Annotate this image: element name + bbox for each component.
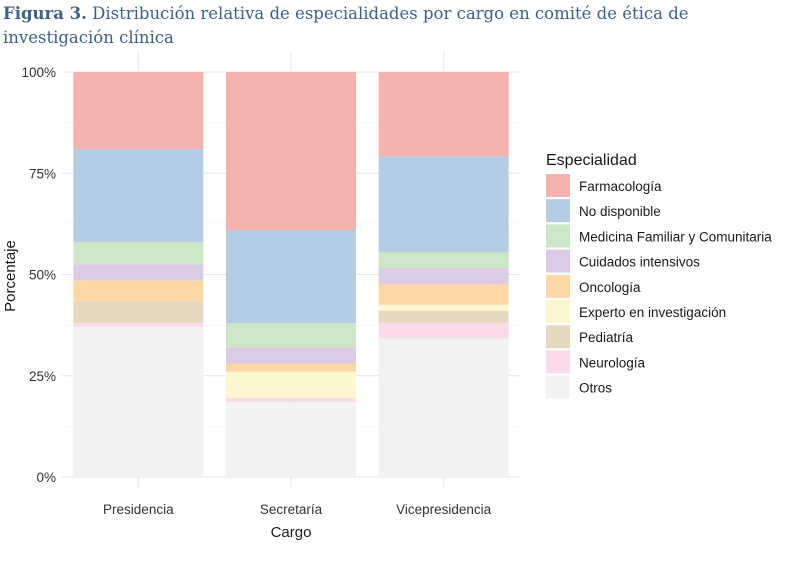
bar-segment-farmacologia xyxy=(226,72,356,230)
bar-segment-no-disponible xyxy=(378,156,509,253)
bar-segment-experto-en-investigacion xyxy=(378,304,509,311)
bar-segment-medicina-familiar-y-comunitaria xyxy=(73,242,204,265)
bar-segment-oncologia xyxy=(378,284,509,305)
bar-segment-cuidados-intensivos xyxy=(378,268,509,285)
legend-label: Farmacología xyxy=(579,179,662,194)
bar-segment-oncologia xyxy=(73,280,204,301)
bar-segment-cuidados-intensivos xyxy=(73,264,204,281)
bar-segment-oncologia xyxy=(226,363,356,372)
bar-segment-no-disponible xyxy=(226,229,356,324)
legend-swatch xyxy=(546,375,570,399)
bar-segment-neurologia xyxy=(226,398,356,403)
bar-segment-farmacologia xyxy=(378,72,509,157)
legend-swatch xyxy=(546,325,570,349)
bar-segment-pediatria xyxy=(378,310,509,323)
legend-label: Experto en investigación xyxy=(579,305,726,320)
bar-segment-neurologia xyxy=(378,322,509,339)
bar-segment-farmacologia xyxy=(73,72,204,149)
y-tick-label: 100% xyxy=(21,65,56,80)
x-axis-title: Cargo xyxy=(271,524,312,541)
bar-segment-otros xyxy=(378,338,509,477)
bar-segment-medicina-familiar-y-comunitaria xyxy=(378,252,509,269)
figure-caption: Figura 3. Distribución relativa de espec… xyxy=(3,2,788,50)
bar-segment-cuidados-intensivos xyxy=(226,347,356,364)
y-tick-label: 0% xyxy=(36,470,56,485)
legend-label: Pediatría xyxy=(579,330,634,345)
legend-title: Especialidad xyxy=(546,152,637,169)
y-tick-label: 50% xyxy=(29,268,56,283)
legend-swatch xyxy=(546,224,570,248)
legend-swatch xyxy=(546,174,570,197)
legend-swatch xyxy=(546,249,570,273)
x-axis: Presidencia Secretaría Vicepresidencia xyxy=(103,502,492,517)
legend-label: Otros xyxy=(579,381,612,396)
legend-swatch xyxy=(546,199,570,223)
x-tick-label: Presidencia xyxy=(103,502,174,517)
legend-swatch xyxy=(546,274,570,298)
y-axis: 0% 25% 50% 75% 100% xyxy=(21,65,56,485)
x-tick-label: Secretaría xyxy=(260,502,323,517)
x-tick-label: Vicepresidencia xyxy=(396,502,492,517)
legend-label: Medicina Familiar y Comunitaria xyxy=(579,229,772,244)
legend-label: No disponible xyxy=(579,204,661,219)
bar-segment-no-disponible xyxy=(73,148,204,243)
y-tick-label: 25% xyxy=(29,369,56,384)
bar-segment-otros xyxy=(226,402,356,477)
legend-label: Oncología xyxy=(579,280,641,295)
bar-segment-pediatria xyxy=(73,300,204,324)
legend: Especialidad Farmacología No disponible Me… xyxy=(546,152,772,399)
y-tick-label: 75% xyxy=(29,166,56,181)
y-axis-title: Porcentaje xyxy=(2,240,19,312)
legend-swatch xyxy=(546,300,570,323)
bar-segment-medicina-familiar-y-comunitaria xyxy=(226,323,356,348)
bar-segment-otros xyxy=(73,327,204,477)
bars xyxy=(73,72,509,477)
bar-segment-experto-en-investigacion xyxy=(226,371,356,399)
caption-text: Distribución relativa de especialidades … xyxy=(3,4,689,47)
legend-swatch xyxy=(546,350,570,374)
bar-segment-neurologia xyxy=(73,323,204,328)
caption-label: Figura 3. xyxy=(3,4,87,23)
legend-label: Cuidados intensivos xyxy=(579,255,700,270)
legend-label: Neurología xyxy=(579,355,646,370)
